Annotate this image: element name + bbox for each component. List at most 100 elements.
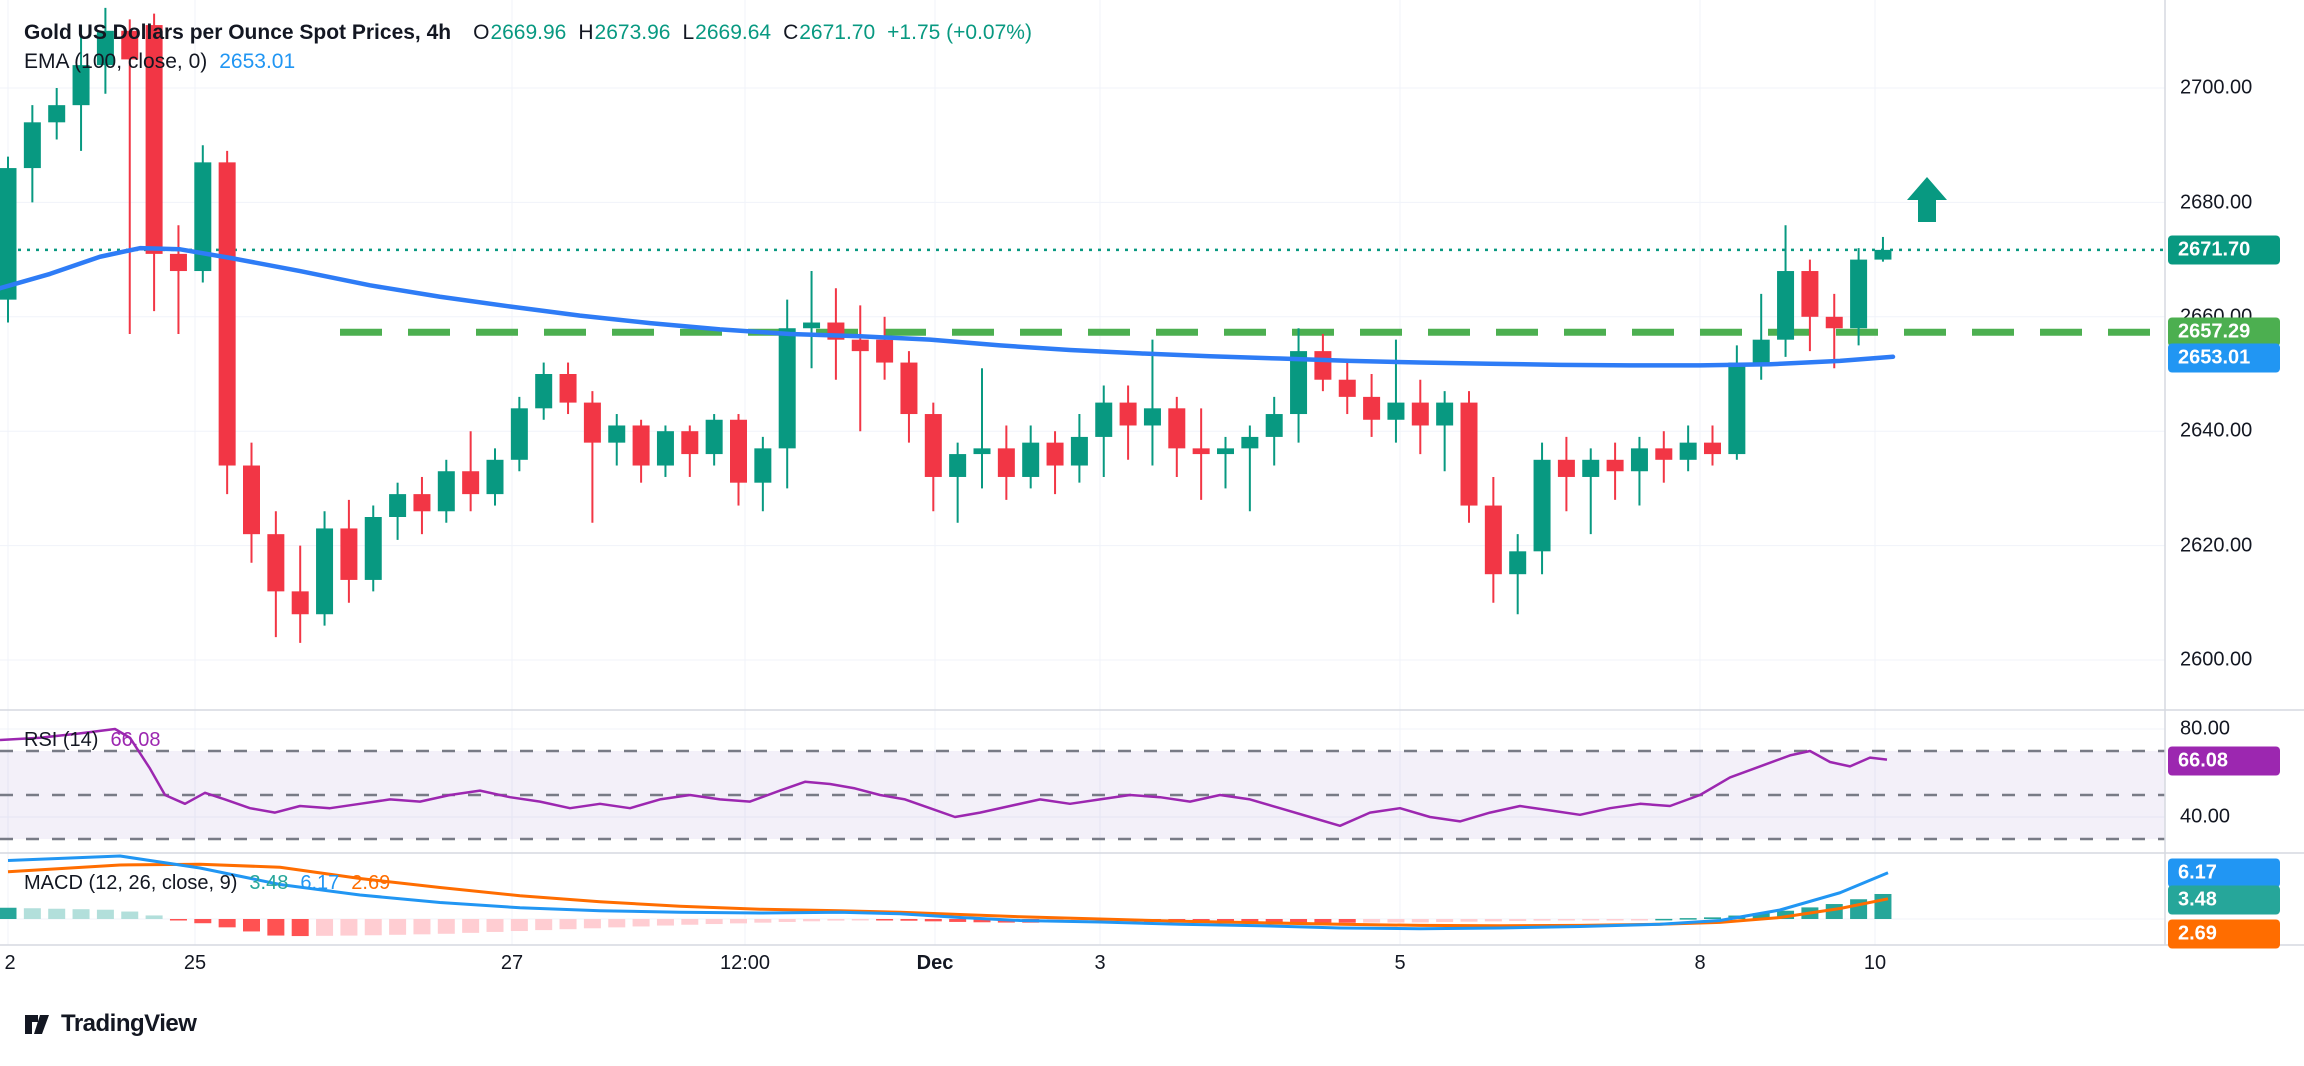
candle-body [851,339,869,352]
price-axis-label: 2600.00 [2180,648,2253,671]
candle-body [1850,259,1868,329]
macd-line-value: 6.17 [300,872,340,894]
candle-body [1582,459,1600,477]
candle-body [389,494,407,517]
candle-body [413,494,431,512]
candle-body [486,459,504,495]
symbol-legend[interactable]: Gold US Dollars per Ounce Spot Prices, 4… [24,21,1032,45]
price-axis-label: 2620.00 [2180,534,2253,557]
candle-body [1655,448,1673,460]
macd-histogram-bar [316,919,334,936]
macd-histogram-bar [1557,919,1575,921]
macd-histogram-bar [1338,919,1356,923]
candle-body [1168,408,1186,449]
last-price-badge: 2671.70 [2168,235,2280,265]
candle-body [96,30,114,66]
candle-body [1825,316,1843,329]
rsi-legend-label: RSI (14) [24,729,99,751]
candle-body [1533,459,1551,552]
ema-line[interactable] [0,245,1896,368]
macd-histogram-bar [827,919,845,921]
candle-body [364,517,382,580]
macd-histogram-bar [340,919,358,936]
price-axis-label: 2640.00 [2180,419,2253,442]
candle-body [0,168,17,300]
macd-histogram-bar [949,919,967,922]
time-axis[interactable]: 2 25 27 12:00 Dec 3 5 8 10 [0,946,2304,986]
ohlc-close: C 2671.70 [783,21,876,44]
candle-body [72,65,90,106]
rsi-main-line[interactable] [0,727,1888,828]
candle-body [1752,339,1770,363]
macd-histogram-bar [705,919,723,925]
candle-body [1314,351,1332,380]
macd-histogram-bar [1484,919,1502,922]
candle-body [291,591,309,615]
rsi-value-badge: 66.08 [2168,746,2280,776]
candle-body [803,322,821,329]
macd-histogram-bar [462,919,480,933]
candle-body [1217,448,1234,455]
macd-histogram-bar [754,919,772,923]
macd-histogram-bar [1509,919,1527,922]
candle-body [1460,402,1478,506]
macd-histogram-bar [364,919,382,936]
candle-body [754,448,772,483]
macd-histogram-bar [851,919,869,921]
macd-histogram-bar [1241,919,1259,922]
candle-body [1679,442,1697,460]
macd-histogram-bar [121,911,139,919]
macd-value-badge: 6.17 [2168,858,2280,888]
ohlc-open: O 2669.96 [473,21,567,44]
macd-histogram-bar [1874,893,1892,919]
up-arrow-marker[interactable] [1907,177,1947,222]
macd-histogram-bar [1533,919,1551,921]
macd-histogram-bar [267,919,285,936]
macd-histogram-bar [803,919,821,922]
candle-body [1338,379,1356,397]
macd-histogram-bar [486,919,504,932]
candle-body [1070,436,1088,466]
candle-body [1630,448,1648,472]
rsi-legend[interactable]: RSI (14) 66.08 [24,729,161,752]
candle-body [1557,459,1575,477]
time-axis-label: 2 [4,952,16,974]
time-axis-label: 5 [1394,952,1406,974]
macd-histogram-bar [730,919,747,924]
candle-body [437,471,455,512]
candle-body [1095,402,1113,437]
macd-histogram-bar [23,908,41,919]
candle-body [900,362,918,415]
macd-histogram-bar [900,919,918,921]
macd-histogram-bar [218,919,236,928]
macd-histogram-bar [1777,910,1795,919]
chart-plot-area[interactable] [0,0,2304,985]
macd-main-line[interactable] [7,854,1889,931]
tradingview-logo[interactable]: TradingView [24,1010,197,1038]
macd-signal-badge: 2.69 [2168,919,2280,949]
candle-body [1241,436,1259,449]
tradingview-logo-text: TradingView [61,1010,197,1037]
candle-body [1265,414,1283,437]
time-axis-label: Dec [916,952,954,974]
macd-histogram-bar [1630,919,1648,921]
candle-body [1704,442,1721,455]
candle-body [462,471,480,495]
tradingview-logo-icon [25,1015,49,1034]
ema-legend[interactable]: EMA (100, close, 0) 2653.01 [24,50,295,74]
ohlc-high: H 2673.96 [578,21,671,44]
macd-histogram-bar [1679,918,1697,920]
candle-body [559,374,577,403]
candle-body [1143,408,1161,426]
price-axis-label: 2700.00 [2180,76,2253,99]
candle-body [608,425,626,443]
macd-histogram-bar [1411,919,1429,923]
macd-histogram-bar [72,909,90,919]
time-axis-label: 25 [183,952,207,974]
macd-histogram-bar [437,919,455,934]
macd-histogram-bar [1314,919,1332,923]
macd-legend[interactable]: MACD (12, 26, close, 9) 3.48 6.17 2.69 [24,872,390,895]
candle-body [924,414,942,477]
macd-histogram-bar [656,919,674,926]
ema-legend-value: 2653.01 [219,50,296,73]
